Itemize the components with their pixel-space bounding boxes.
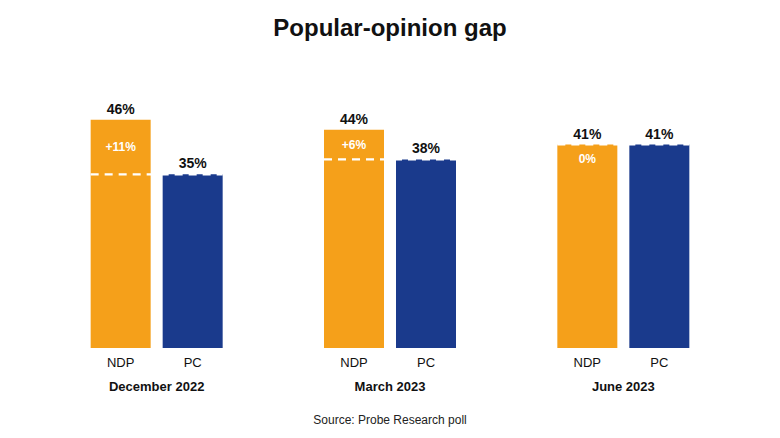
svg-text:41%: 41% xyxy=(645,126,674,142)
svg-text:0%: 0% xyxy=(579,152,597,166)
svg-text:June 2023: June 2023 xyxy=(592,379,655,394)
svg-text:+6%: +6% xyxy=(342,138,367,152)
svg-text:PC: PC xyxy=(184,355,202,370)
svg-text:Source: Probe Research poll: Source: Probe Research poll xyxy=(313,413,466,427)
svg-text:NDP: NDP xyxy=(574,355,601,370)
svg-text:+11%: +11% xyxy=(105,140,136,154)
svg-text:41%: 41% xyxy=(573,126,602,142)
svg-text:December 2022: December 2022 xyxy=(109,379,204,394)
svg-text:March 2023: March 2023 xyxy=(355,379,426,394)
svg-text:NDP: NDP xyxy=(107,355,134,370)
svg-text:46%: 46% xyxy=(107,101,136,117)
svg-text:35%: 35% xyxy=(179,155,208,171)
svg-text:NDP: NDP xyxy=(340,355,367,370)
svg-text:PC: PC xyxy=(650,355,668,370)
svg-text:38%: 38% xyxy=(412,140,441,156)
svg-text:PC: PC xyxy=(417,355,435,370)
svg-text:Popular-opinion gap: Popular-opinion gap xyxy=(273,14,506,41)
svg-text:44%: 44% xyxy=(340,111,369,127)
